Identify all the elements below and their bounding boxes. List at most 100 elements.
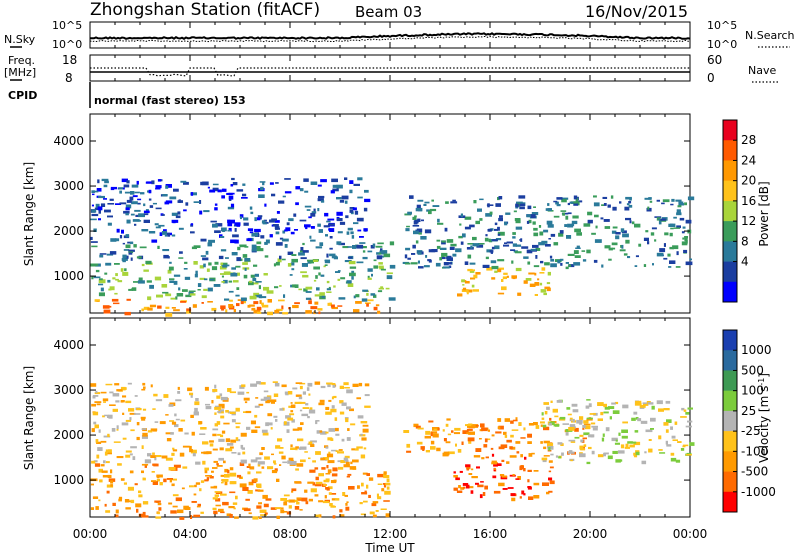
heatmap-cell <box>571 220 578 225</box>
heatmap-cell <box>190 449 197 454</box>
heatmap-cell <box>193 493 197 496</box>
heatmap-cell <box>285 415 291 419</box>
heatmap-cell <box>100 464 105 467</box>
heatmap-cell <box>184 276 191 280</box>
heatmap-cell <box>313 266 320 270</box>
heatmap-cell <box>385 513 390 518</box>
heatmap-cell <box>170 432 174 435</box>
noise-search-trace <box>89 35 691 43</box>
heatmap-cell <box>344 387 350 389</box>
heatmap-cell <box>583 223 591 227</box>
heatmap-cell <box>110 188 115 191</box>
heatmap-cell <box>650 232 655 236</box>
heatmap-cell <box>364 189 369 193</box>
heatmap-cell <box>417 251 422 255</box>
heatmap-cell <box>291 490 294 493</box>
heatmap-cell <box>530 248 537 251</box>
heatmap-cell <box>340 277 346 280</box>
heatmap-cell <box>291 254 297 256</box>
heatmap-cell <box>303 178 309 182</box>
heatmap-cell <box>91 209 97 213</box>
heatmap-cell <box>314 294 320 297</box>
heatmap-cell <box>353 309 360 313</box>
heatmap-cell <box>157 512 160 515</box>
y-tick-label: 3000 <box>53 383 84 397</box>
heatmap-cell <box>271 218 277 221</box>
heatmap-cell <box>553 242 559 246</box>
heatmap-cell <box>349 466 357 470</box>
heatmap-cell <box>658 408 664 412</box>
heatmap-cell <box>450 243 457 247</box>
heatmap-cell <box>194 401 200 406</box>
heatmap-cell <box>169 261 172 264</box>
heatmap-cell <box>91 275 94 280</box>
heatmap-cell <box>668 266 672 268</box>
heatmap-cell <box>313 259 319 262</box>
heatmap-cell <box>229 467 234 471</box>
heatmap-cell <box>516 201 523 204</box>
heatmap-cell <box>168 502 173 505</box>
heatmap-cell <box>461 289 469 292</box>
heatmap-cell <box>155 455 162 458</box>
heatmap-cell <box>223 279 228 284</box>
heatmap-cell <box>300 459 306 463</box>
heatmap-cell <box>540 421 545 424</box>
heatmap-cell <box>571 223 575 227</box>
heatmap-cell <box>279 447 284 449</box>
heatmap-cell <box>579 453 586 458</box>
heatmap-cell <box>107 452 112 455</box>
heatmap-cell <box>142 382 146 386</box>
heatmap-cell <box>133 281 139 283</box>
heatmap-cell <box>542 458 547 463</box>
heatmap-cell <box>568 264 575 268</box>
heatmap-cell <box>100 391 107 394</box>
heatmap-cell <box>337 460 342 463</box>
heatmap-cell <box>220 236 225 238</box>
heatmap-cell <box>404 254 408 259</box>
heatmap-cell <box>95 390 98 394</box>
heatmap-cell <box>209 189 216 193</box>
heatmap-cell <box>481 457 485 460</box>
heatmap-cell <box>548 422 552 426</box>
heatmap-cell <box>294 229 298 231</box>
heatmap-cell <box>519 239 522 241</box>
heatmap-cell <box>476 466 480 469</box>
heatmap-cell <box>149 304 157 308</box>
heatmap-cell <box>327 218 335 221</box>
heatmap-cell <box>561 197 569 200</box>
heatmap-cell <box>98 429 101 433</box>
heatmap-cell <box>667 253 671 257</box>
heatmap-cell <box>118 187 123 190</box>
heatmap-cell <box>322 457 329 460</box>
heatmap-cell <box>349 189 353 194</box>
heatmap-cell <box>656 252 664 257</box>
heatmap-cell <box>228 304 234 308</box>
heatmap-cell <box>467 437 475 442</box>
heatmap-cell <box>119 235 123 239</box>
heatmap-cell <box>94 299 100 302</box>
heatmap-cell <box>670 457 677 462</box>
heatmap-cell <box>681 231 685 234</box>
heatmap-cell <box>213 510 218 515</box>
heatmap-cell <box>389 241 395 246</box>
heatmap-cell <box>141 263 145 267</box>
heatmap-cell <box>535 247 541 251</box>
heatmap-cell <box>345 418 349 423</box>
heatmap-cell <box>91 213 99 217</box>
heatmap-cell <box>475 220 480 225</box>
heatmap-cell <box>259 382 266 385</box>
heatmap-cell <box>504 221 508 226</box>
heatmap-cell <box>230 184 234 187</box>
heatmap-cell <box>173 274 181 277</box>
heatmap-cell <box>547 442 554 446</box>
heatmap-cell <box>145 260 152 264</box>
heatmap-cell <box>130 446 137 449</box>
heatmap-cell <box>625 217 632 221</box>
heatmap-cell <box>533 422 538 426</box>
heatmap-cell <box>276 308 283 312</box>
heatmap-cell <box>683 249 688 253</box>
heatmap-cell <box>278 200 285 204</box>
colorbar-tick-label: 25 <box>741 404 756 418</box>
heatmap-cell <box>565 432 569 436</box>
heatmap-cell <box>240 297 247 302</box>
